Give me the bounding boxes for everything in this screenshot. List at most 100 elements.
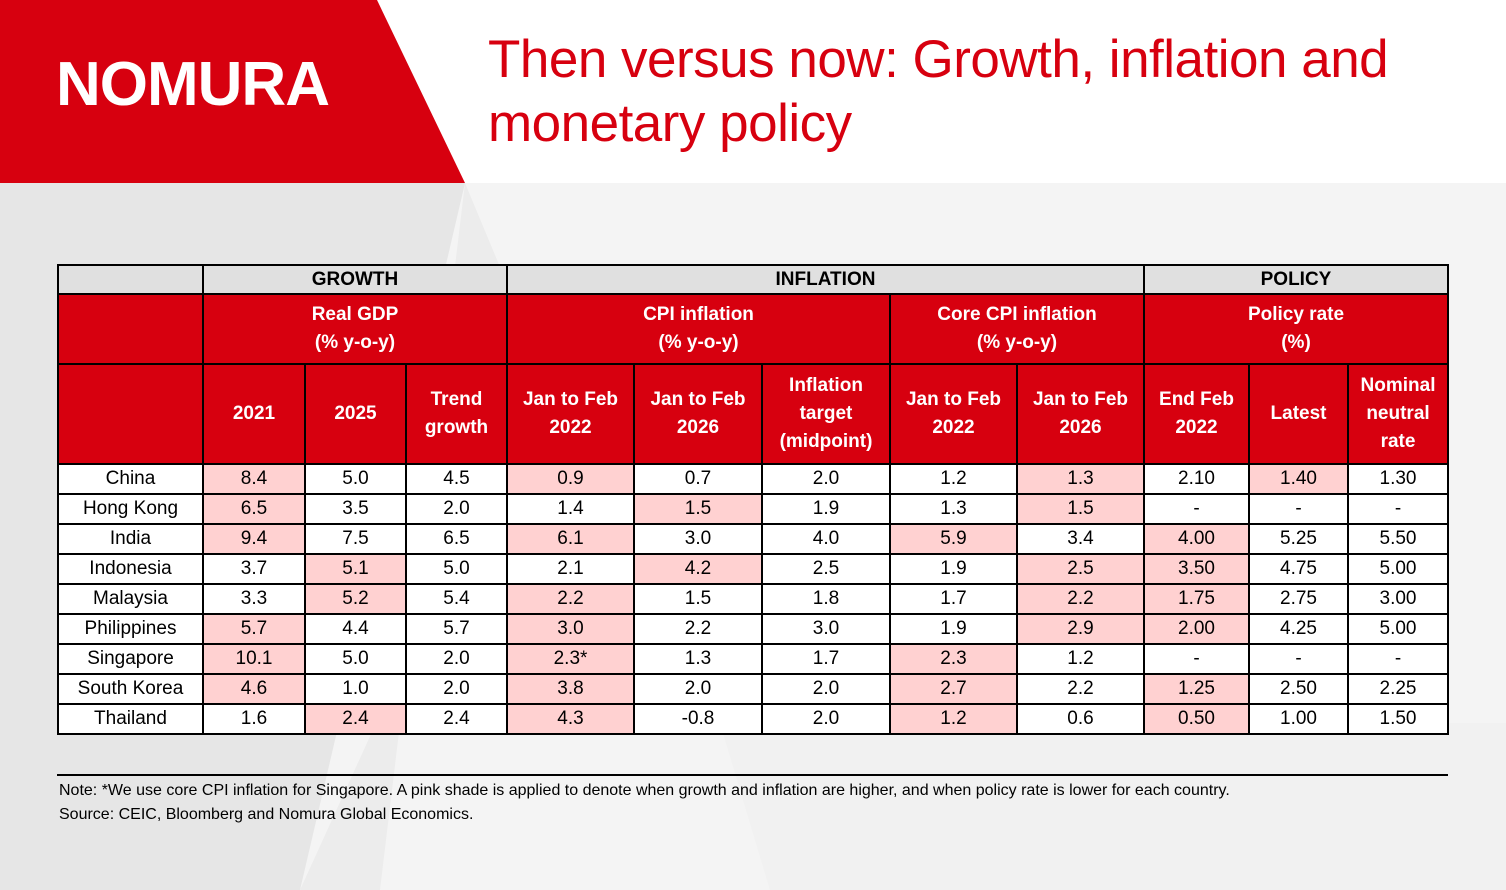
value-cell: - [1347,643,1449,675]
value-cell: 1.3 [633,643,763,675]
column-header: Latest [1248,363,1349,465]
value-cell: 1.3 [889,493,1018,525]
background-shape-right [720,723,1506,890]
value-cell: - [1248,493,1349,525]
value-cell: 3.0 [633,523,763,555]
value-cell: 5.25 [1248,523,1349,555]
table-row: Thailand 1.6 2.4 2.4 4.3 -0.8 2.0 1.2 0.6 0.50 1.0… [57,703,1449,735]
value-cell: 2.5 [761,553,891,585]
country-cell: China [57,463,204,495]
value-cell-highlighted: 5.9 [889,523,1018,555]
value-cell: 5.7 [405,613,508,645]
value-cell-highlighted: 1.40 [1248,463,1349,495]
column-header-line: 2022 [932,417,975,438]
value-cell: 2.0 [761,463,891,495]
value-cell-highlighted: 1.5 [633,493,763,525]
value-cell: 1.0 [304,673,407,705]
table-row: Singapore 10.1 5.0 2.0 2.3* 1.3 1.7 2.3 1.2- - - [57,643,1449,675]
column-header-line: Jan to Feb [650,389,746,410]
value-cell-highlighted: 2.4 [304,703,407,735]
group-header-line1: Real GDP [311,304,399,325]
column-header-row: 2021 2025 Trend growth Jan to Feb 2022 Jan to … [57,363,1449,465]
value-cell: 2.2 [633,613,763,645]
value-cell: 1.50 [1347,703,1449,735]
column-header-line: neutral [1366,403,1430,424]
value-cell: 1.4 [506,493,635,525]
group-header-line2: (%) [1281,332,1311,353]
section-header-policy: POLICY [1143,264,1449,295]
value-cell: 3.0 [761,613,891,645]
group-header-line2: (% y-o-y) [658,332,739,353]
column-header-line: 2022 [549,417,592,438]
column-header-line: Jan to Feb [1032,389,1128,410]
table-row: India 9.4 7.5 6.5 6.1 3.0 4.0 5.9 3.4 4.00 5.25 5.5… [57,523,1449,555]
country-cell: India [57,523,204,555]
country-cell: South Korea [57,673,204,705]
value-cell-highlighted: 10.1 [202,643,306,675]
value-cell: 2.10 [1143,463,1250,495]
section-header-growth: GROWTH [202,264,508,295]
table-body: China 8.4 5.0 4.5 0.9 0.7 2.0 1.2 1.3 2.10 1.40 1.3… [57,463,1449,735]
value-cell-highlighted: 1.25 [1143,673,1250,705]
column-header-line: 2022 [1175,417,1218,438]
value-cell: 5.0 [405,553,508,585]
value-cell-highlighted: 4.00 [1143,523,1250,555]
section-header-inflation: INFLATION [506,264,1145,295]
value-cell: 3.5 [304,493,407,525]
value-cell: 1.2 [889,463,1018,495]
group-header-row: Real GDP (% y-o-y) CPI inflation (% y-o-… [57,293,1449,365]
value-cell: 0.6 [1016,703,1145,735]
value-cell: - [1143,643,1250,675]
value-cell-highlighted: 2.2 [1016,583,1145,615]
value-cell-highlighted: 2.5 [1016,553,1145,585]
column-header: Trend growth [405,363,508,465]
value-cell: 2.0 [405,673,508,705]
value-cell-highlighted: 1.2 [889,703,1018,735]
value-cell: -0.8 [633,703,763,735]
value-cell: 1.00 [1248,703,1349,735]
value-cell: 2.0 [761,703,891,735]
value-cell: 5.0 [304,463,407,495]
value-cell-highlighted: 5.7 [202,613,306,645]
footer-note: Note: *We use core CPI inflation for Sin… [59,782,1230,799]
page-title: Then versus now: Growth, inflation and m… [488,30,1389,153]
value-cell-highlighted: 3.0 [506,613,635,645]
value-cell: 2.0 [405,643,508,675]
value-cell-highlighted: 5.2 [304,583,407,615]
table-row: Indonesia 3.7 5.1 5.0 2.1 4.2 2.5 1.9 2.5 3.50 4.7… [57,553,1449,585]
comparison-table: GROWTH INFLATION POLICY Real GDP (% y-o-… [57,264,1449,735]
value-cell: - [1347,493,1449,525]
column-header-line: Latest [1270,403,1327,424]
country-cell: Malaysia [57,583,204,615]
value-cell: 3.7 [202,553,306,585]
value-cell-highlighted: 2.9 [1016,613,1145,645]
group-header-cpi-inflation: CPI inflation (% y-o-y) [506,293,891,365]
value-cell: 4.75 [1248,553,1349,585]
column-header-line: End Feb [1159,389,1234,410]
value-cell-highlighted: 2.3 [889,643,1018,675]
value-cell-highlighted: 5.1 [304,553,407,585]
value-cell: 2.0 [633,673,763,705]
value-cell-highlighted: 1.75 [1143,583,1250,615]
value-cell: 2.25 [1347,673,1449,705]
value-cell: 0.7 [633,463,763,495]
column-header-line: Jan to Feb [905,389,1001,410]
country-cell: Indonesia [57,553,204,585]
column-header-line: Nominal [1360,375,1436,396]
value-cell: 1.2 [1016,643,1145,675]
value-cell-highlighted: 9.4 [202,523,306,555]
value-cell: 7.5 [304,523,407,555]
column-header: Nominal neutral rate [1347,363,1449,465]
column-header-line: Inflation [789,375,863,396]
column-header: Inflation target (midpoint) [761,363,891,465]
value-cell: 1.6 [202,703,306,735]
value-cell-highlighted: 4.6 [202,673,306,705]
value-cell: 2.0 [761,673,891,705]
value-cell: 1.7 [889,583,1018,615]
table-row: South Korea 4.6 1.0 2.0 3.8 2.0 2.0 2.7 2.2 1.25 2… [57,673,1449,705]
column-header: 2025 [304,363,407,465]
table-row: Malaysia 3.3 5.2 5.4 2.2 1.5 1.8 1.7 2.2 1.75 2.75… [57,583,1449,615]
table-row: China 8.4 5.0 4.5 0.9 0.7 2.0 1.2 1.3 2.10 1.40 1.3… [57,463,1449,495]
value-cell: - [1248,643,1349,675]
country-cell: Singapore [57,643,204,675]
